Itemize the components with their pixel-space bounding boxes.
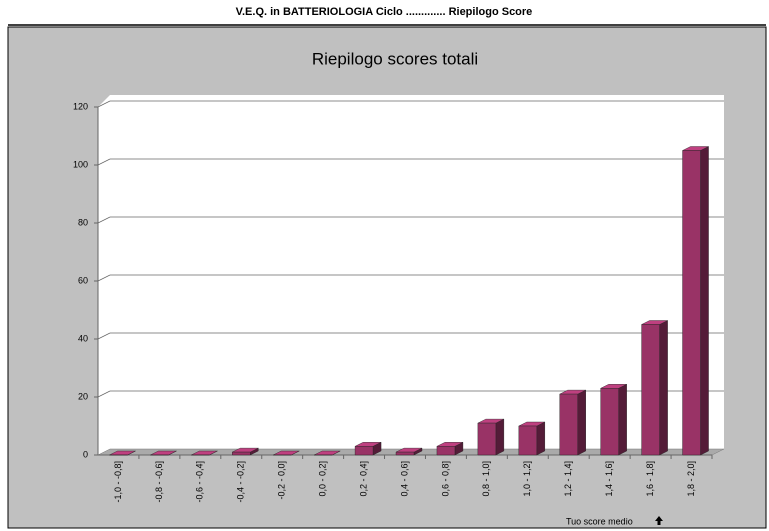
grid-line — [97, 216, 111, 224]
y-tick-label: 60 — [78, 275, 88, 285]
y-tick-label: 120 — [73, 101, 88, 111]
bar — [559, 389, 586, 456]
bar-face — [518, 425, 537, 456]
bar — [682, 146, 709, 456]
x-tick-label: 0,6 - 0,8] — [440, 461, 450, 497]
bar-face — [577, 389, 586, 456]
grid-line — [97, 390, 111, 398]
bar — [314, 450, 341, 456]
y-tick-label: 20 — [78, 391, 88, 401]
bar-face — [495, 418, 505, 456]
x-tick-label: 0,0 - 0,2] — [318, 461, 328, 497]
bar-face — [659, 320, 668, 456]
annotation-text: Tuo score medio — [566, 516, 633, 526]
bar-face — [536, 421, 545, 456]
y-tick-label: 0 — [83, 449, 88, 459]
bar-face — [232, 451, 251, 456]
bar — [109, 450, 136, 456]
x-tick-label: 1,8 - 2,0] — [686, 461, 696, 497]
page-header: V.E.Q. in BATTERIOLOGIA Ciclo ..........… — [236, 6, 533, 18]
x-tick-label: -0,6 - -0,4] — [195, 461, 205, 503]
annotation-arrow — [655, 516, 663, 525]
x-tick-label: -0,4 - -0,2] — [236, 461, 246, 503]
bar — [477, 418, 505, 456]
bar-face — [618, 383, 627, 456]
grid-line — [97, 100, 111, 108]
bar — [395, 447, 423, 456]
bar — [641, 320, 668, 456]
x-tick-label: -0,8 - -0,6] — [154, 461, 164, 503]
annotation: Tuo score medio — [566, 516, 663, 526]
bar — [354, 441, 382, 456]
bar — [273, 450, 300, 456]
bar — [436, 441, 464, 456]
bar — [232, 447, 259, 456]
chart-title: Riepilogo scores totali — [312, 49, 478, 68]
bar-face — [559, 393, 578, 456]
bar — [600, 383, 627, 456]
x-tick-label: -1,0 - -0,8] — [113, 461, 123, 503]
grid-line — [97, 274, 111, 282]
x-tick-label: 0,8 - 1,0] — [481, 461, 491, 497]
x-tick-label: 0,2 - 0,4] — [358, 461, 368, 497]
grid-line — [97, 158, 111, 166]
x-tick-label: 1,2 - 1,4] — [563, 461, 573, 497]
x-tick-label: 0,4 - 0,6] — [399, 461, 409, 497]
bar-face — [395, 451, 415, 456]
y-tick-label: 40 — [78, 333, 88, 343]
bar — [191, 450, 218, 456]
bar-face — [682, 150, 701, 456]
y-tick-label: 100 — [73, 159, 88, 169]
bar — [518, 421, 545, 456]
grid-line — [97, 332, 111, 340]
x-tick-label: -0,2 - 0,0] — [277, 461, 287, 500]
x-tick-label: 1,4 - 1,6] — [604, 461, 614, 497]
y-tick-label: 80 — [78, 217, 88, 227]
bar-face — [641, 324, 660, 456]
bar-face — [354, 446, 374, 456]
bar — [150, 450, 177, 456]
bar-face — [477, 422, 497, 456]
x-tick-label: 1,0 - 1,2] — [522, 461, 532, 497]
bar-face — [700, 146, 709, 456]
bar-face — [600, 388, 619, 456]
bar-face — [436, 446, 456, 456]
x-tick-label: 1,6 - 1,8] — [645, 461, 655, 497]
